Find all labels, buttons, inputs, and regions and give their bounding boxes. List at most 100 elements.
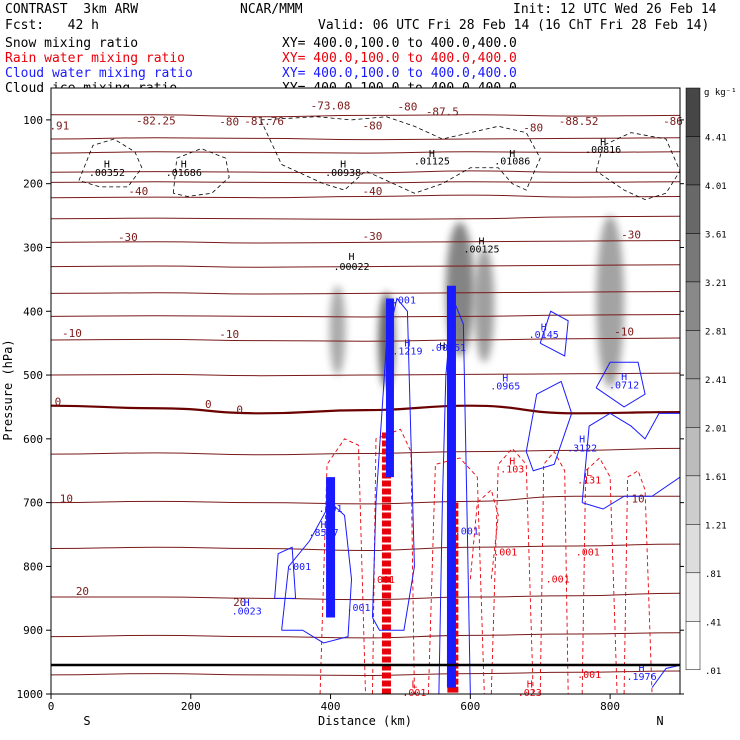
cloud-water-label-8: H — [621, 372, 627, 383]
isotherm-label-10: -86 — [663, 115, 683, 128]
cloud-water-contour-0 — [281, 501, 353, 644]
isotherm-label-25: 20 — [233, 596, 246, 609]
colorbar-label-0: 4.41 — [705, 133, 727, 143]
isotherm-label-16: -10 — [62, 327, 82, 340]
cloud-water-contour-7 — [595, 361, 646, 408]
x-axis-label: Distance (km) — [318, 714, 412, 728]
colorbar-swatch-2 — [685, 184, 701, 234]
isotherm-label-8: -80 — [523, 121, 543, 134]
x-end-label-right: N — [656, 714, 663, 728]
snow-ice-label-8: H — [509, 149, 515, 160]
cloud-water-label-19: .001 — [346, 603, 370, 614]
cloud-water-label-7: .0965 — [490, 382, 520, 393]
isotherm-label-15: -30 — [621, 229, 641, 242]
colorbar-label-4: 2.81 — [705, 327, 727, 337]
y-tick-label-5: 600 — [23, 433, 43, 446]
snow-ice-label-1: .00352 — [89, 168, 125, 179]
plot-area — [51, 88, 680, 694]
isotherm-m60 — [51, 151, 680, 154]
cloud-water-contour-8 — [651, 664, 680, 694]
isotherm-m45 — [51, 181, 680, 184]
isotherm-label-22: 10 — [60, 493, 73, 506]
snow-ice-label-0: H — [104, 160, 110, 171]
isotherm-label-17: -10 — [219, 328, 239, 341]
cloud-water-contour-1 — [274, 546, 297, 599]
rain-label-11: .001 — [402, 688, 426, 699]
isotherm-label-3: -80 — [397, 100, 417, 113]
isotherm-25 — [51, 632, 680, 639]
cloud-water-label-10: H — [579, 435, 585, 446]
isotherm-20 — [51, 592, 680, 601]
colorbar-swatch-0 — [685, 87, 701, 137]
colorbar-label-9: .81 — [705, 570, 721, 580]
contour-labels: -82.25 -81.76 -73.08 -80 -87.5 .91 -80 -80 -80 -8… — [49, 100, 682, 699]
x-tick-label-3: 600 — [460, 700, 480, 713]
x-tick-label-4: 800 — [600, 700, 620, 713]
isotherm-label-2: -73.08 — [311, 100, 351, 113]
isotherm-m5 — [51, 372, 680, 377]
rain-label-12: .001 — [371, 575, 395, 586]
snow-ice-label-12: H — [478, 236, 484, 247]
isotherm-label-9: -88.52 — [559, 115, 599, 128]
isotherm-15 — [51, 543, 680, 551]
x-end-label-left: S — [83, 714, 90, 728]
rain-label-10: L — [411, 680, 417, 691]
snow-ice-label-2: H — [181, 160, 187, 171]
isotherm-m25 — [51, 264, 680, 268]
snow-maximum-0 — [329, 285, 346, 376]
cloud-water-label-0: .001 — [392, 296, 416, 307]
colorbar-label-10: .41 — [705, 618, 721, 628]
rain-label-9: .023 — [518, 688, 542, 699]
y-tick-label-0: 100 — [23, 114, 43, 127]
isotherm-label-1: -81.76 — [244, 115, 284, 128]
isotherm-label-20: 0 — [205, 398, 212, 411]
rain-contour-5 — [581, 457, 618, 694]
isotherm-label-6: -80 — [219, 116, 239, 129]
snow-ice-label-4: H — [340, 160, 346, 171]
snow-maximum-4 — [596, 215, 625, 388]
isotherm-label-23: 10 — [631, 493, 644, 506]
rain-label-0: H — [509, 456, 515, 467]
y-tick-label-1: 200 — [23, 178, 43, 191]
init-time: Init: 12 UTC Wed 26 Feb 14 — [513, 2, 717, 17]
cloud-water-label-13: H — [321, 520, 327, 531]
isotherm-label-5: .91 — [49, 119, 69, 132]
colorbar-units: g kg⁻¹ — [704, 88, 737, 98]
snow-ice-label-9: .01086 — [494, 157, 530, 168]
cloud-water-label-1: H — [404, 338, 410, 349]
snow-ice-label-10: H — [600, 137, 606, 148]
snow-ice-label-5: .00938 — [325, 168, 361, 179]
colorbar-label-3: 3.21 — [705, 279, 727, 289]
isotherm-10 — [51, 495, 680, 505]
isotherm-label-24: 20 — [76, 585, 89, 598]
y-tick-label-6: 700 — [23, 497, 43, 510]
isotherm-30 — [51, 670, 680, 677]
cloud-ice-contour-3 — [595, 132, 680, 201]
isotherm-m15 — [51, 313, 680, 318]
forecast-hour: Fcst: 42 h — [5, 18, 99, 33]
rain-label-3: .131 — [577, 475, 601, 486]
cloud-ice-contour-0 — [78, 138, 143, 188]
cloud-water-label-16: H — [244, 598, 250, 609]
rain-contour-2 — [427, 457, 485, 694]
snow-ice-label-7: .01125 — [414, 157, 450, 168]
cloud-water-label-4: H — [541, 322, 547, 333]
cloud-water-contour-2 — [371, 297, 415, 631]
isotherm-label-0: -82.25 — [136, 114, 176, 127]
rain-label-7: .001 — [577, 670, 601, 681]
x-tick-label-2: 400 — [321, 700, 341, 713]
y-tick-label-7: 800 — [23, 560, 43, 573]
colorbar-label-7: 1.61 — [705, 473, 727, 483]
rain-label-4: .001 — [493, 548, 517, 559]
rain-label-1: .103 — [500, 465, 524, 476]
rain-contour-7 — [469, 489, 499, 580]
cloud-water-label-21: .1976 — [627, 672, 657, 683]
rain-label-8: H — [527, 680, 533, 691]
isotherm-m50 — [51, 170, 680, 174]
colorbar-swatch-9 — [685, 524, 701, 574]
colorbar-swatch-4 — [685, 281, 701, 331]
isotherm-m30 — [51, 239, 680, 244]
colorbar-swatch-1 — [685, 136, 701, 186]
rain-label-2: L — [586, 468, 592, 479]
